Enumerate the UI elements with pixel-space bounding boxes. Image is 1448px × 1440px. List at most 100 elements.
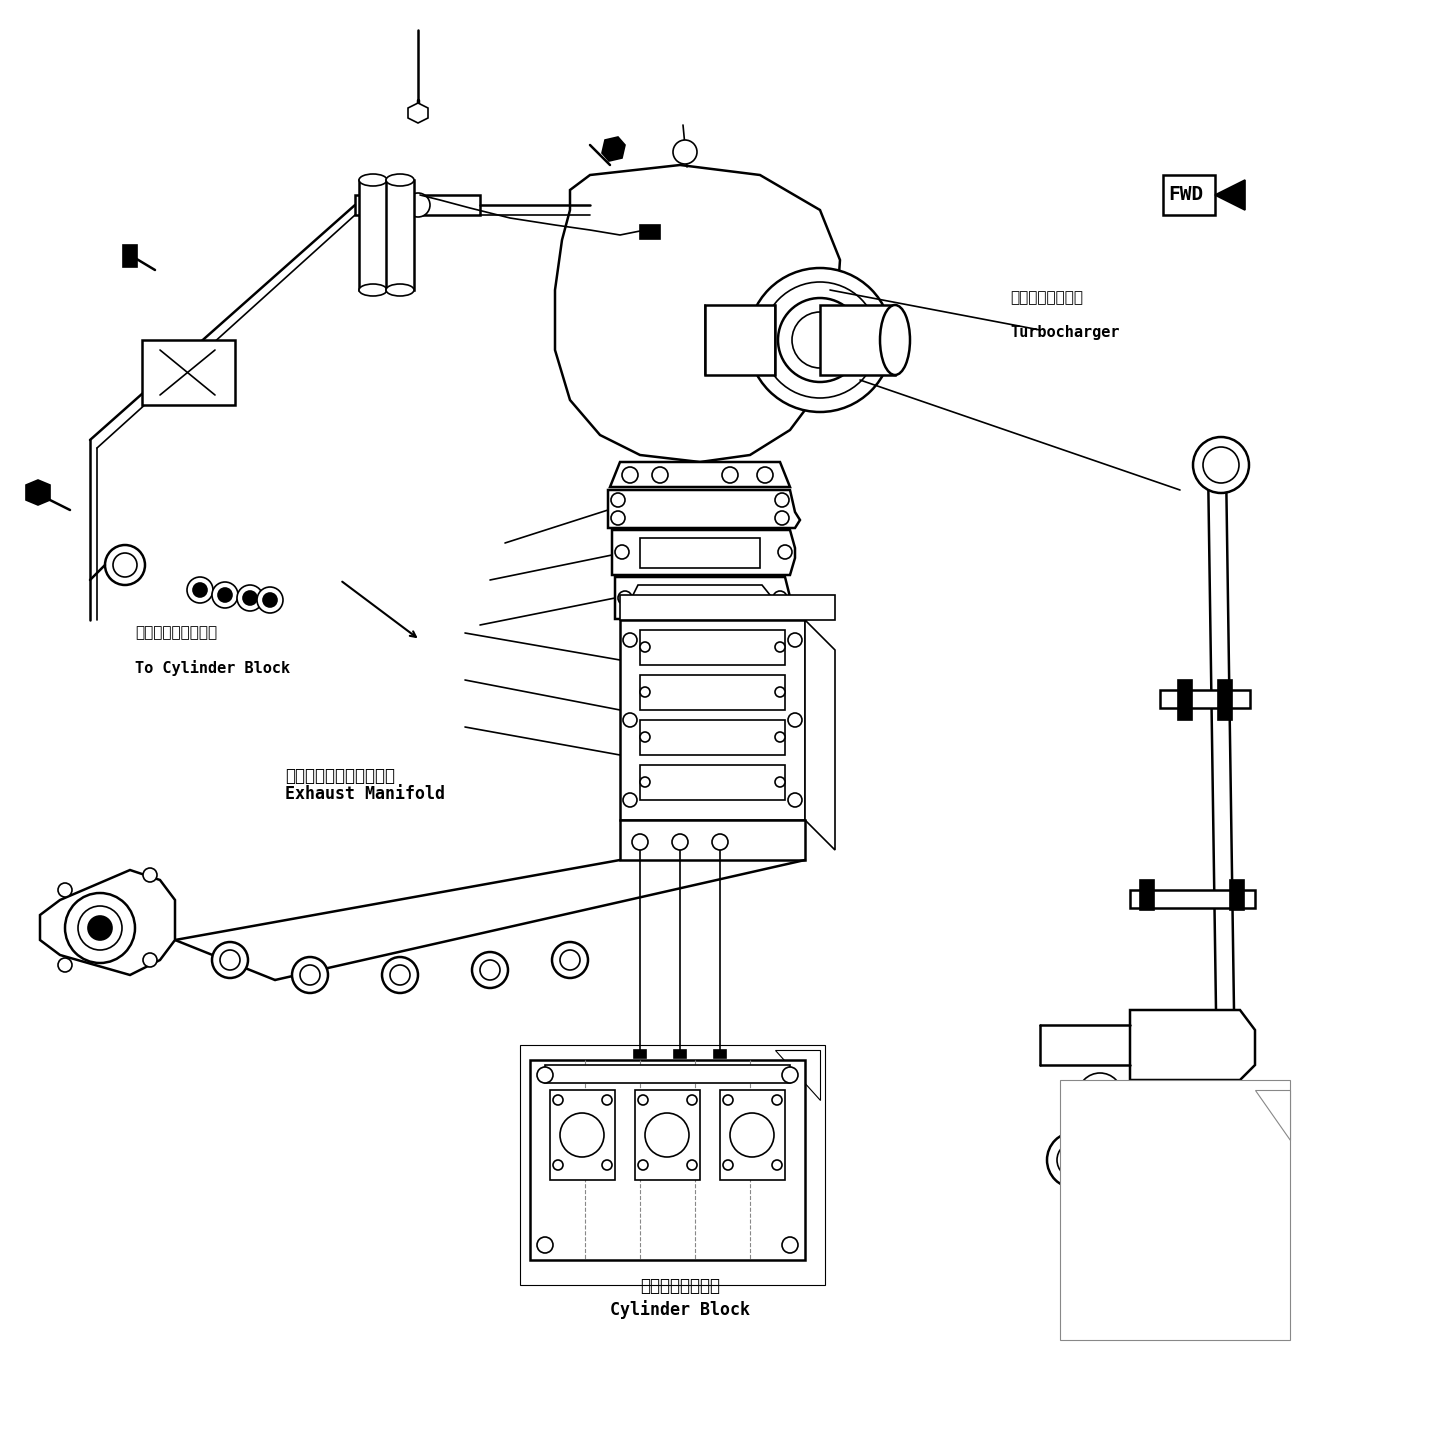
- Polygon shape: [602, 137, 626, 161]
- Circle shape: [757, 467, 773, 482]
- Circle shape: [1203, 446, 1239, 482]
- Circle shape: [775, 492, 789, 507]
- Circle shape: [211, 942, 248, 978]
- Text: Turbocharger: Turbocharger: [1011, 325, 1119, 340]
- Circle shape: [623, 713, 637, 727]
- Circle shape: [88, 916, 111, 940]
- Bar: [1140, 880, 1154, 910]
- Polygon shape: [1255, 1090, 1290, 1140]
- Polygon shape: [620, 819, 805, 860]
- Circle shape: [723, 467, 738, 482]
- Circle shape: [712, 834, 728, 850]
- Circle shape: [537, 1067, 553, 1083]
- Text: Exhaust Manifold: Exhaust Manifold: [285, 785, 445, 804]
- Polygon shape: [775, 1050, 820, 1100]
- Polygon shape: [610, 462, 791, 487]
- Circle shape: [602, 1161, 613, 1169]
- Bar: [620, 621, 805, 819]
- Circle shape: [243, 590, 256, 605]
- Circle shape: [193, 583, 207, 598]
- Circle shape: [1237, 1156, 1254, 1174]
- Circle shape: [773, 590, 788, 605]
- Circle shape: [143, 868, 156, 881]
- Bar: [387, 180, 414, 289]
- Text: Cylinder Block: Cylinder Block: [610, 1300, 750, 1319]
- Circle shape: [237, 585, 264, 611]
- Bar: [640, 631, 785, 665]
- Circle shape: [639, 1094, 649, 1104]
- Circle shape: [220, 950, 240, 971]
- Bar: [1179, 680, 1192, 720]
- Bar: [123, 245, 138, 266]
- Circle shape: [772, 1161, 782, 1169]
- Bar: [1129, 890, 1255, 909]
- Circle shape: [58, 883, 72, 897]
- Circle shape: [1047, 1132, 1103, 1188]
- Circle shape: [631, 252, 767, 387]
- Bar: [634, 1050, 646, 1058]
- Circle shape: [723, 1161, 733, 1169]
- Circle shape: [78, 906, 122, 950]
- Circle shape: [678, 298, 723, 341]
- Polygon shape: [1215, 180, 1245, 210]
- Circle shape: [652, 467, 668, 482]
- Polygon shape: [1129, 1009, 1255, 1080]
- Circle shape: [1087, 1083, 1112, 1107]
- Circle shape: [571, 190, 830, 449]
- Circle shape: [631, 834, 649, 850]
- Circle shape: [686, 1094, 696, 1104]
- Circle shape: [618, 590, 631, 605]
- Bar: [714, 1050, 725, 1058]
- Circle shape: [691, 310, 710, 330]
- Circle shape: [623, 793, 637, 806]
- Circle shape: [1077, 1073, 1122, 1117]
- Circle shape: [782, 1237, 798, 1253]
- Circle shape: [792, 312, 849, 369]
- Ellipse shape: [359, 284, 387, 297]
- Bar: [640, 720, 785, 755]
- Circle shape: [256, 588, 282, 613]
- Polygon shape: [520, 1045, 825, 1284]
- Circle shape: [788, 634, 802, 647]
- Bar: [1218, 680, 1232, 720]
- Circle shape: [611, 492, 626, 507]
- Circle shape: [187, 577, 213, 603]
- Circle shape: [479, 960, 500, 981]
- Circle shape: [219, 588, 232, 602]
- Ellipse shape: [359, 174, 387, 186]
- Circle shape: [560, 1113, 604, 1156]
- Bar: [620, 595, 835, 621]
- Circle shape: [58, 958, 72, 972]
- Polygon shape: [41, 870, 175, 975]
- Circle shape: [672, 834, 688, 850]
- Polygon shape: [408, 104, 429, 122]
- Bar: [673, 1050, 686, 1058]
- Bar: [636, 1090, 699, 1179]
- Polygon shape: [555, 166, 840, 462]
- Circle shape: [640, 642, 650, 652]
- Circle shape: [639, 1161, 649, 1169]
- Circle shape: [382, 958, 418, 994]
- Circle shape: [143, 953, 156, 968]
- Circle shape: [775, 778, 785, 788]
- Polygon shape: [630, 585, 770, 611]
- Circle shape: [405, 193, 430, 217]
- Bar: [544, 1066, 791, 1083]
- Polygon shape: [805, 621, 835, 850]
- Circle shape: [553, 1094, 563, 1104]
- Circle shape: [762, 282, 877, 397]
- Circle shape: [775, 511, 789, 526]
- Bar: [1229, 880, 1244, 910]
- Polygon shape: [1163, 176, 1215, 215]
- Circle shape: [472, 952, 508, 988]
- Circle shape: [662, 282, 738, 359]
- Bar: [1160, 690, 1250, 708]
- Circle shape: [300, 965, 320, 985]
- Ellipse shape: [387, 284, 414, 297]
- Circle shape: [649, 268, 752, 372]
- Circle shape: [292, 958, 329, 994]
- Circle shape: [686, 1161, 696, 1169]
- Circle shape: [106, 544, 145, 585]
- Circle shape: [623, 467, 639, 482]
- Circle shape: [211, 582, 237, 608]
